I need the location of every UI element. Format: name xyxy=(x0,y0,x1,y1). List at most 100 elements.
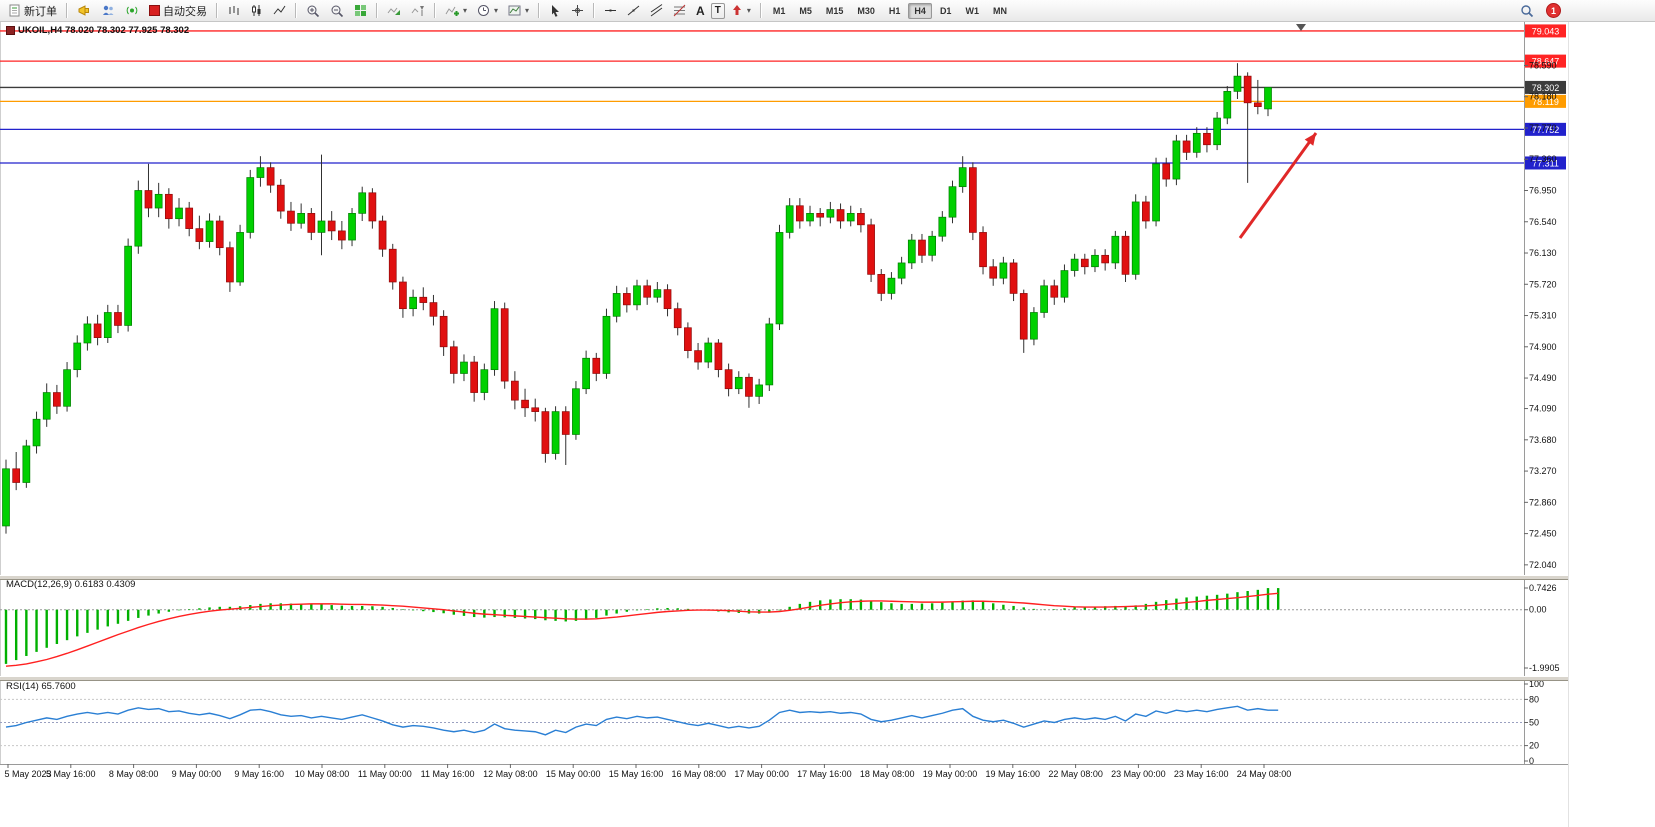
svg-text:77.311: 77.311 xyxy=(1532,158,1559,168)
timeframe-h1[interactable]: H1 xyxy=(888,5,901,16)
crosshair-icon xyxy=(572,5,584,16)
new-order-button[interactable]: 新订单 xyxy=(4,1,61,21)
zoom-in-icon xyxy=(307,5,320,17)
timeframe-h4[interactable]: H4 xyxy=(908,2,932,19)
text-tool-icon: A xyxy=(696,3,705,18)
timeframe-d1[interactable]: D1 xyxy=(939,5,952,16)
toolbar-separator xyxy=(759,3,762,18)
svg-text:11 May 00:00: 11 May 00:00 xyxy=(358,769,412,779)
horizontal-line-button[interactable] xyxy=(600,1,621,21)
svg-text:22 May 08:00: 22 May 08:00 xyxy=(1048,769,1103,779)
rsi-layer xyxy=(0,698,1524,747)
timeframe-m5[interactable]: M5 xyxy=(799,5,812,16)
main-toolbar: 新订单 自动交易 xyxy=(0,0,1655,22)
tile-windows-icon xyxy=(355,5,366,16)
svg-text:0: 0 xyxy=(1529,756,1534,766)
channel-button[interactable] xyxy=(646,1,667,21)
symbol-ohlc-text: UKOIL,H4 78.020 78.302 77.925 78.302 xyxy=(18,25,190,36)
broadcast-icon xyxy=(126,6,138,15)
auto-scroll-button[interactable] xyxy=(383,1,405,21)
indicators-button[interactable]: ▾ xyxy=(441,1,471,21)
arrows-tool-button[interactable]: ▾ xyxy=(727,1,755,21)
svg-text:77.752: 77.752 xyxy=(1532,125,1560,135)
line-chart-button[interactable] xyxy=(269,1,290,21)
svg-text:79.043: 79.043 xyxy=(1532,26,1560,36)
zoom-in-button[interactable] xyxy=(302,1,324,21)
toolbar-separator xyxy=(538,3,541,18)
channel-icon xyxy=(650,4,663,17)
svg-text:0.00: 0.00 xyxy=(1529,605,1547,615)
text-label-icon: T xyxy=(714,5,721,16)
arrows-caret: ▾ xyxy=(746,6,751,15)
svg-text:5 May 2023: 5 May 2023 xyxy=(4,769,51,779)
horizontal-line-icon xyxy=(605,9,617,12)
svg-text:76.540: 76.540 xyxy=(1529,217,1557,227)
line-chart-icon xyxy=(273,5,286,15)
timeframe-w1[interactable]: W1 xyxy=(965,5,979,16)
svg-text:50: 50 xyxy=(1529,718,1539,728)
toolbar-separator xyxy=(216,3,218,18)
svg-text:10 May 08:00: 10 May 08:00 xyxy=(295,769,350,779)
svg-text:72.450: 72.450 xyxy=(1529,529,1557,539)
timeframe-m1[interactable]: M1 xyxy=(772,5,786,16)
text-tool-button[interactable]: A xyxy=(692,1,709,21)
tile-windows-button[interactable] xyxy=(350,1,371,21)
svg-text:19 May 00:00: 19 May 00:00 xyxy=(923,769,978,779)
toolbar-separator xyxy=(376,3,378,18)
candlestick-chart-button[interactable] xyxy=(246,1,267,21)
crosshair-button[interactable] xyxy=(567,1,588,21)
svg-text:78.302: 78.302 xyxy=(1532,83,1560,93)
svg-text:75.310: 75.310 xyxy=(1529,311,1557,321)
search-button[interactable] xyxy=(1516,1,1538,21)
svg-text:12 May 08:00: 12 May 08:00 xyxy=(483,769,538,779)
zoom-out-button[interactable] xyxy=(326,1,348,21)
levels-layer: 79.043 78.647 78.302 78.119 77.752 77.311 xyxy=(0,24,1566,170)
templates-button[interactable]: ▾ xyxy=(504,1,533,21)
notification-badge[interactable]: 1 xyxy=(1546,3,1561,18)
auto-trading-icon xyxy=(149,5,160,16)
toolbar-separator xyxy=(295,3,297,18)
svg-text:77.770: 77.770 xyxy=(1529,123,1557,133)
cursor-icon xyxy=(552,5,560,17)
toolbar-separator xyxy=(66,3,68,18)
chart-shift-button[interactable] xyxy=(407,1,429,21)
extra-layer xyxy=(1238,24,1318,239)
svg-text:72.860: 72.860 xyxy=(1529,497,1557,507)
cursor-button[interactable] xyxy=(545,1,565,21)
timeframe-mn[interactable]: MN xyxy=(992,5,1007,16)
pane-splitter-rsi[interactable] xyxy=(0,676,1568,681)
svg-text:20: 20 xyxy=(1529,741,1539,751)
svg-text:15 May 00:00: 15 May 00:00 xyxy=(546,769,601,779)
toolbar-separator xyxy=(593,3,596,18)
frame-layer xyxy=(0,0,1569,827)
svg-text:18 May 08:00: 18 May 08:00 xyxy=(860,769,915,779)
svg-text:16 May 08:00: 16 May 08:00 xyxy=(672,769,727,779)
candlestick-icon xyxy=(252,5,261,16)
annotation-arrow[interactable] xyxy=(1238,132,1318,239)
community-button[interactable] xyxy=(97,1,119,21)
fibonacci-button[interactable] xyxy=(669,1,690,21)
timeframe-m15[interactable]: M15 xyxy=(825,5,844,16)
signals-button[interactable] xyxy=(121,1,143,21)
svg-text:72.040: 72.040 xyxy=(1529,560,1557,570)
auto-scroll-icon xyxy=(387,7,400,15)
candles-layer xyxy=(2,63,1272,534)
auto-trading-button[interactable]: 自动交易 xyxy=(145,1,211,21)
periods-button[interactable]: ▾ xyxy=(473,1,502,21)
templates-caret: ▾ xyxy=(525,6,530,15)
bar-chart-button[interactable] xyxy=(223,1,244,21)
zoom-out-icon xyxy=(331,5,344,17)
svg-text:78.647: 78.647 xyxy=(1532,57,1560,67)
trendline-button[interactable] xyxy=(623,1,644,21)
pane-splitter-macd[interactable] xyxy=(0,575,1568,580)
text-label-button[interactable]: T xyxy=(710,2,725,19)
chart-icon xyxy=(6,26,15,35)
chart-shift-icon xyxy=(411,6,424,16)
svg-text:24 May 08:00: 24 May 08:00 xyxy=(1237,769,1292,779)
alerts-button[interactable] xyxy=(73,1,95,21)
timeframe-m30[interactable]: M30 xyxy=(857,5,875,16)
svg-text:74.900: 74.900 xyxy=(1529,342,1557,352)
svg-text:0.7426: 0.7426 xyxy=(1529,583,1557,593)
